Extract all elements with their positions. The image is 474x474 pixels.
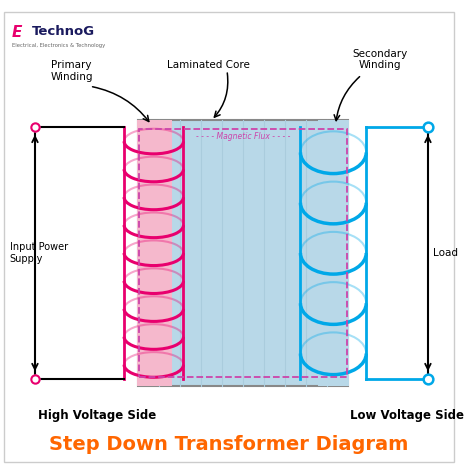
Text: - - - - Magnetic Flux - - - -: - - - - Magnetic Flux - - - - xyxy=(196,132,290,141)
Bar xyxy=(137,120,172,385)
Text: Electrical, Electronics & Technology: Electrical, Electronics & Technology xyxy=(12,43,105,48)
Text: E: E xyxy=(12,25,22,39)
Bar xyxy=(318,120,349,385)
Text: Load: Load xyxy=(433,248,458,258)
Text: Secondary
Winding: Secondary Winding xyxy=(352,49,408,70)
Text: Input Power
Supply: Input Power Supply xyxy=(10,242,68,264)
Bar xyxy=(138,120,348,385)
Text: Primary
Winding: Primary Winding xyxy=(50,60,93,82)
Text: Step Down Transformer Diagram: Step Down Transformer Diagram xyxy=(49,436,409,455)
Text: Laminated Core: Laminated Core xyxy=(167,60,250,70)
Text: High Voltage Side: High Voltage Side xyxy=(37,409,156,422)
Text: Low Voltage Side: Low Voltage Side xyxy=(350,409,465,422)
Text: TechnoG: TechnoG xyxy=(32,25,95,37)
Bar xyxy=(139,129,347,377)
